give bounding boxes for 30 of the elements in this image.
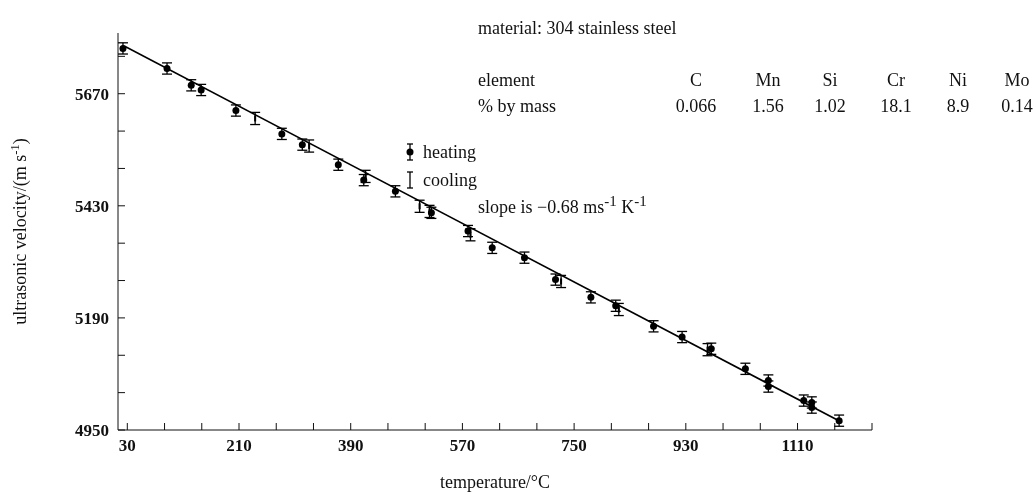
text: 18.1: [880, 96, 912, 117]
x-tick-label: 570: [449, 436, 476, 456]
annotation: element: [478, 70, 535, 91]
text: Cr: [887, 70, 905, 91]
x-tick-label: 390: [337, 436, 364, 456]
annotation: 1.56: [752, 96, 784, 117]
annotation: Si: [822, 70, 838, 91]
x-tick-label: 1110: [781, 436, 814, 456]
annotation: Mn: [755, 70, 781, 91]
text: Mo: [1004, 70, 1030, 91]
x-tick-label: 210: [226, 436, 252, 456]
text: 8.9: [946, 96, 970, 117]
y-tick-label: 5670: [75, 84, 109, 104]
y-tick-label: 5190: [75, 308, 109, 328]
x-tick-label: 30: [118, 436, 136, 456]
annotation: 1.02: [814, 96, 846, 117]
annotation: slope is −0.68 ms$^{-1}$ K$^{-1}$: [478, 193, 647, 218]
legend-label: cooling: [423, 169, 477, 191]
annotation: 0.066: [675, 96, 717, 117]
y-tick-label: 4950: [75, 421, 109, 441]
text: Ni: [949, 70, 967, 91]
annotation: C: [689, 70, 703, 91]
text: 0.14: [1001, 96, 1033, 117]
legend-label: heating: [423, 141, 476, 163]
x-tick-label: 930: [673, 436, 699, 456]
x-tick-label: 750: [561, 436, 587, 456]
annotation: % by mass: [478, 96, 556, 117]
annotation: material: 304 stainless steel: [478, 18, 677, 39]
x-axis-title: temperature/°C: [439, 472, 551, 492]
y-tick-label: 5430: [75, 196, 109, 216]
